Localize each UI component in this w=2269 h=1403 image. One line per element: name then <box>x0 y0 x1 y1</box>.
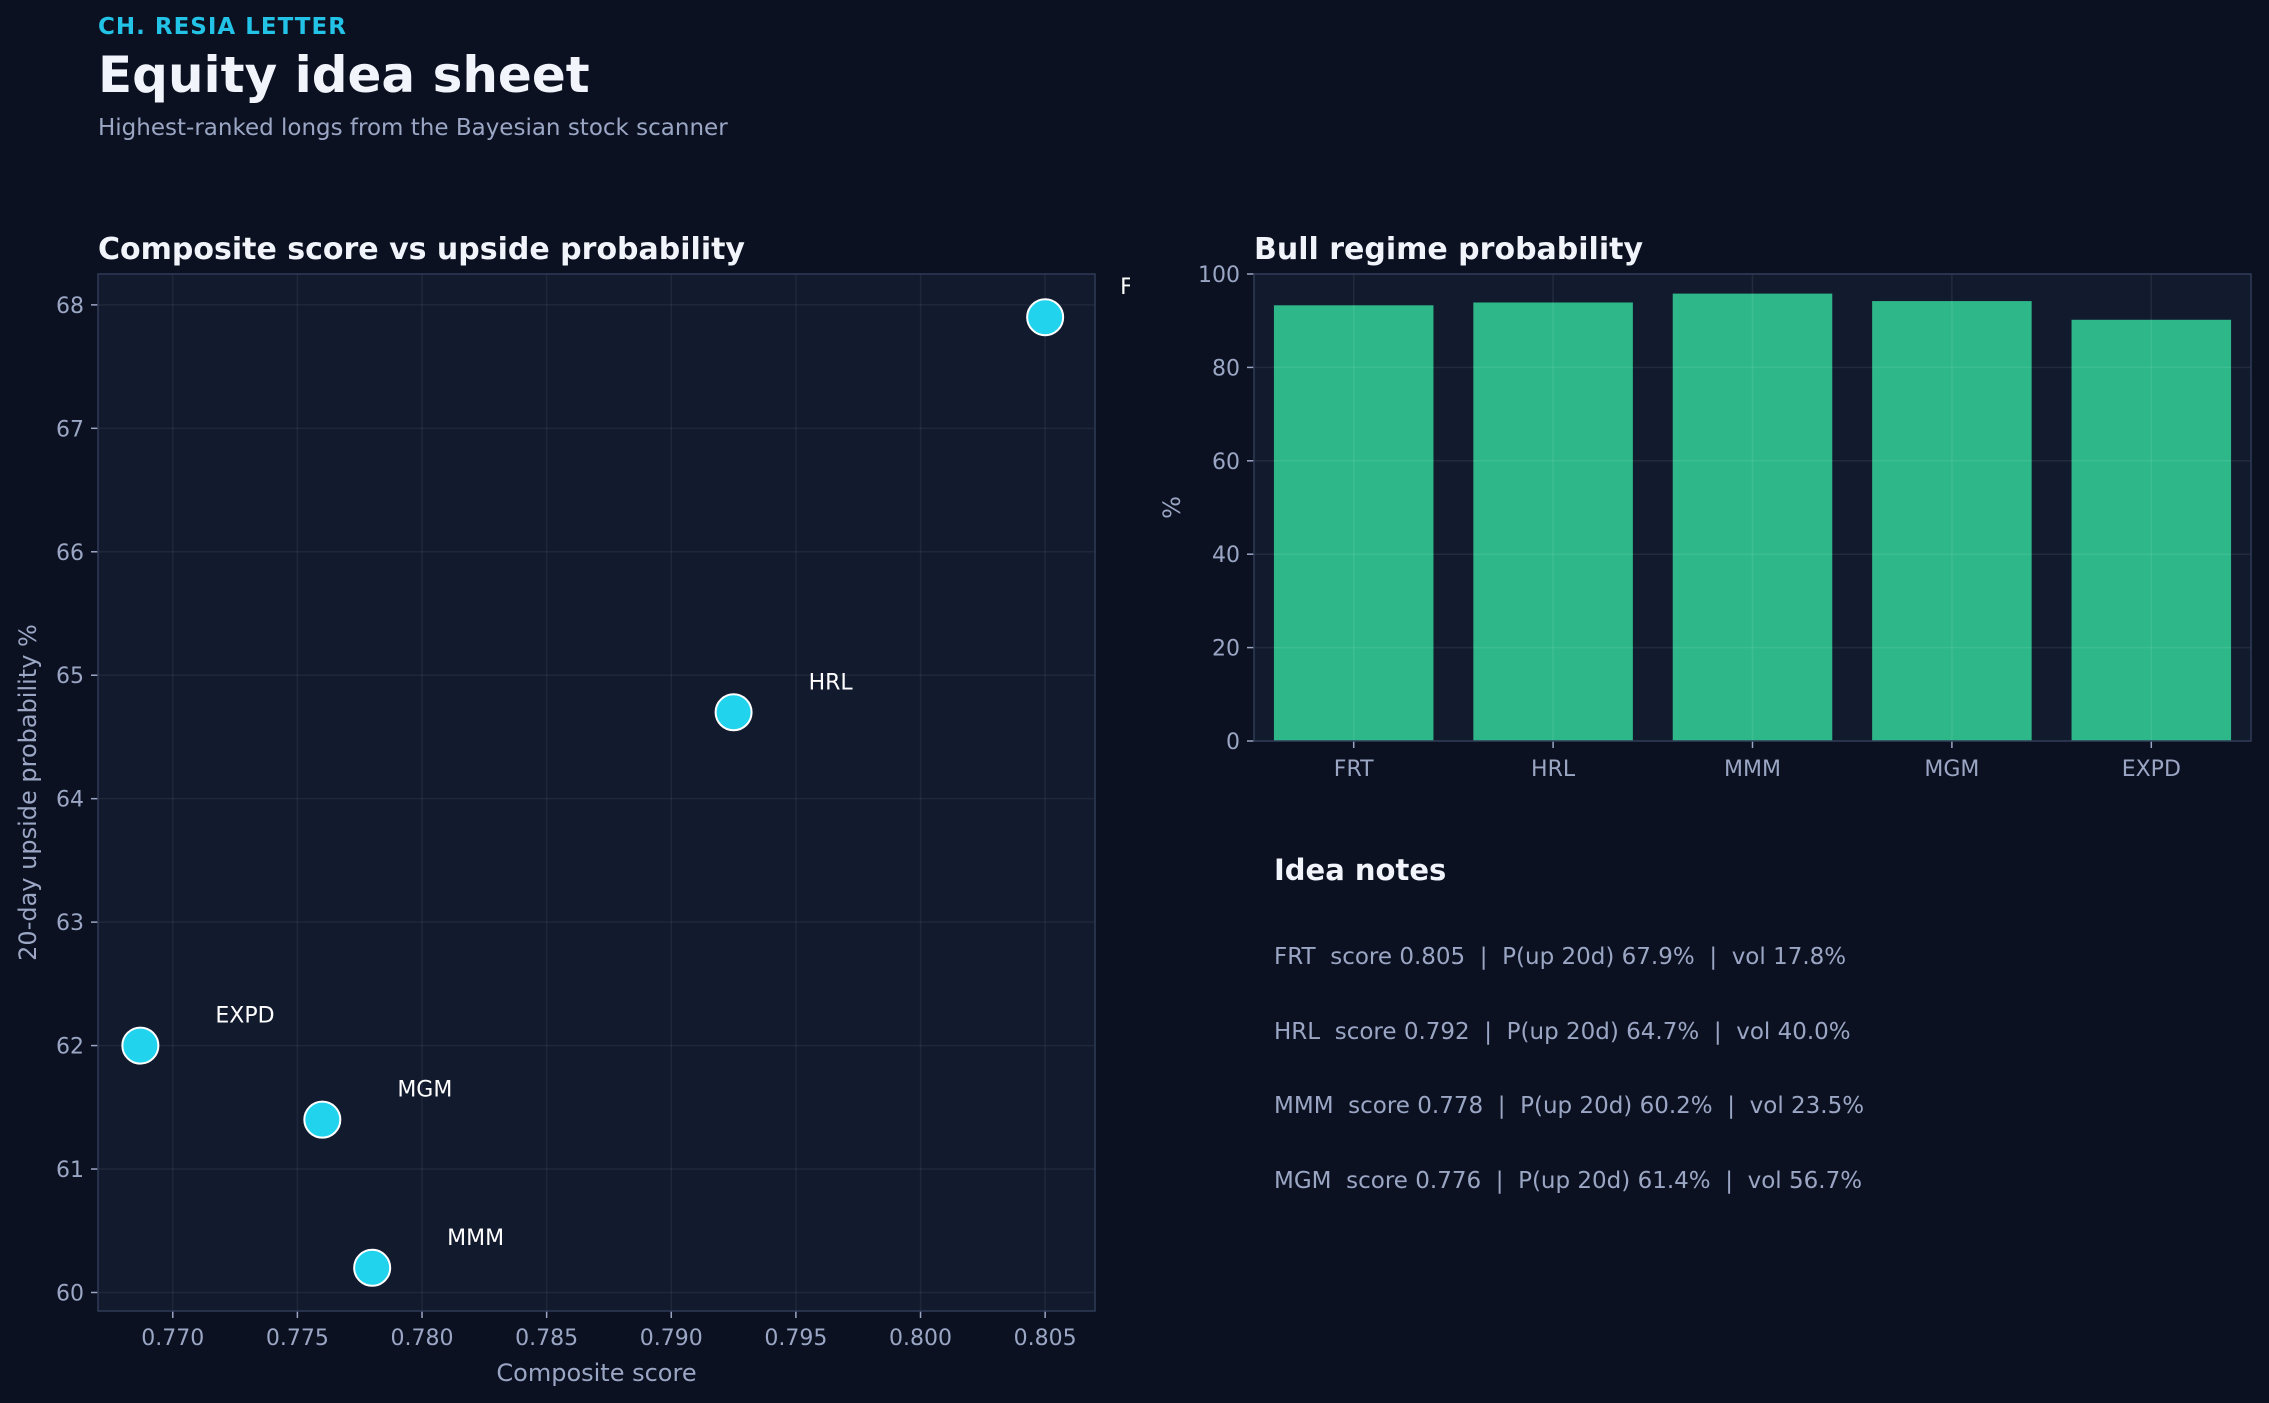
bar-plot-frame <box>1253 273 2252 742</box>
bar-hrl <box>1473 302 1633 741</box>
idea-note-hrl: HRL score 0.792 | P(up 20d) 64.7% | vol … <box>1274 1019 1851 1045</box>
scatter-x-tick-label: 0.800 <box>889 1326 952 1351</box>
idea-note-mmm: MMM score 0.778 | P(up 20d) 60.2% | vol … <box>1274 1093 1865 1119</box>
scatter-y-tick-label: 60 <box>56 1281 84 1306</box>
bar-y-axis-label: % <box>1158 496 1186 519</box>
scatter-y-tick-label: 63 <box>56 911 84 936</box>
scatter-y-axis-label: 20-day upside probability % <box>14 624 42 961</box>
bar-y-tick-label: 60 <box>1212 450 1240 475</box>
bar-x-tick-label: EXPD <box>2122 757 2181 782</box>
scatter-point-hrl <box>714 693 753 732</box>
scatter-x-tick-label: 0.795 <box>764 1326 827 1351</box>
bar-mgm <box>1872 301 2032 741</box>
scatter-x-tick-label: 0.785 <box>515 1326 578 1351</box>
idea-notes-title: Idea notes <box>1274 853 1447 887</box>
scatter-point-label-frt: FRT <box>1120 275 1130 300</box>
bar-chart: 0 20 40 60 80 100 FRT HRL MMM MGM EXPD% <box>1158 263 2252 782</box>
kicker-label: CH. RESIA LETTER <box>98 14 347 40</box>
bar-x-tick-label: MMM <box>1724 757 1781 782</box>
bar-x-tick-label: FRT <box>1334 757 1374 782</box>
scatter-point-frt <box>1026 298 1065 337</box>
scatter-x-tick-label: 0.770 <box>141 1326 204 1351</box>
scatter-point-label-mmm: MMM <box>447 1226 504 1251</box>
scatter-y-tick-label: 62 <box>56 1035 84 1060</box>
scatter-plot-frame <box>97 273 1096 1312</box>
bar-x-tick-label: MGM <box>1924 757 1979 782</box>
bar-chart-title: Bull regime probability <box>1254 232 1644 267</box>
page-title: Equity idea sheet <box>98 46 590 104</box>
idea-note-mgm: MGM score 0.776 | P(up 20d) 61.4% | vol … <box>1274 1168 1863 1194</box>
scatter-y-tick-label: 66 <box>56 541 84 566</box>
scatter-x-tick-label: 0.805 <box>1014 1326 1077 1351</box>
scatter-point-mmm <box>353 1248 392 1287</box>
idea-note-frt: FRT score 0.805 | P(up 20d) 67.9% | vol … <box>1274 944 1847 970</box>
scatter-point-label-hrl: HRL <box>809 670 854 695</box>
scatter-x-tick-label: 0.790 <box>640 1326 703 1351</box>
scatter-point-label-expd: EXPD <box>215 1004 274 1029</box>
scatter-point-label-mgm: MGM <box>397 1078 452 1103</box>
bar-expd <box>2071 319 2232 741</box>
scatter-x-tick-label: 0.775 <box>266 1326 329 1351</box>
scatter-x-tick-label: 0.780 <box>391 1326 454 1351</box>
bar-mmm <box>1672 293 1833 741</box>
scatter-y-tick-label: 67 <box>56 417 84 442</box>
scatter-plot-area <box>98 274 1095 1311</box>
bar-y-tick-label: 40 <box>1212 543 1240 568</box>
scatter-point-expd <box>121 1026 160 1065</box>
bar-x-tick-label: HRL <box>1531 757 1576 782</box>
bar-y-tick-label: 0 <box>1226 730 1240 755</box>
bar-frt <box>1273 305 1434 741</box>
page-subtitle: Highest-ranked longs from the Bayesian s… <box>98 115 728 141</box>
scatter-x-axis-label: Composite score <box>496 1359 696 1387</box>
scatter-y-tick-label: 68 <box>56 294 84 319</box>
bar-y-tick-label: 80 <box>1212 356 1240 381</box>
scatter-chart: 0.770 0.775 0.780 0.785 0.790 0.795 0.800 0.805… <box>14 273 1130 1387</box>
bar-y-tick-label: 100 <box>1198 263 1240 288</box>
bar-y-tick-label: 20 <box>1212 637 1240 662</box>
scatter-y-tick-label: 65 <box>56 664 84 689</box>
scatter-point-mgm <box>303 1100 342 1139</box>
scatter-y-tick-label: 64 <box>56 788 84 813</box>
scatter-y-tick-label: 61 <box>56 1158 84 1183</box>
scatter-chart-title: Composite score vs upside probability <box>98 232 745 267</box>
